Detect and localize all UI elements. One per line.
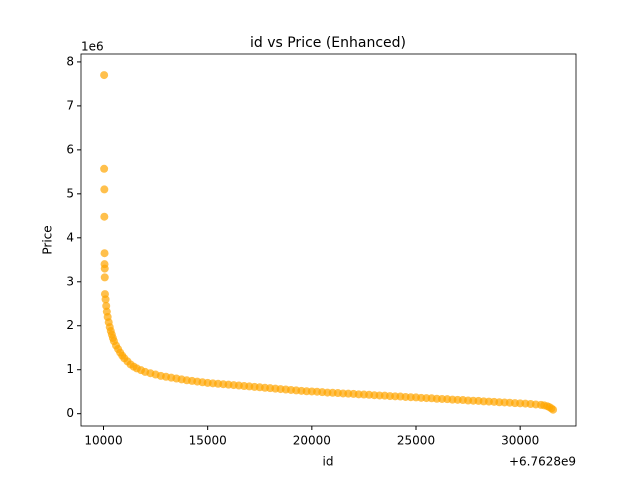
y-tick-label: 2	[66, 318, 74, 332]
y-tick-label: 4	[66, 230, 74, 244]
chart-title: id vs Price (Enhanced)	[250, 35, 406, 51]
point	[100, 264, 109, 273]
y-offset-text: 1e6	[81, 40, 104, 54]
y-tick-label: 5	[66, 186, 74, 200]
y-tick-label: 6	[66, 142, 74, 156]
y-axis-label: Price	[41, 225, 55, 254]
x-tick-label: 20000	[293, 434, 331, 448]
x-offset-text: +6.7628e9	[509, 455, 576, 469]
point	[101, 295, 110, 304]
point	[100, 249, 109, 258]
y-tick-label: 1	[66, 362, 74, 376]
point	[100, 185, 109, 194]
point	[100, 71, 109, 80]
plot-frame	[80, 53, 577, 427]
y-tick-label: 7	[66, 98, 74, 112]
y-tick-label: 0	[66, 406, 74, 420]
point	[549, 405, 558, 414]
x-axis-label: id	[323, 455, 334, 469]
point	[100, 273, 109, 282]
x-tick-label: 25000	[397, 434, 435, 448]
x-tick-label: 10000	[84, 434, 122, 448]
point	[100, 212, 109, 221]
point	[100, 164, 109, 173]
x-tick-label: 30000	[501, 434, 539, 448]
x-tick-label: 15000	[189, 434, 227, 448]
y-tick-label: 8	[66, 54, 74, 68]
y-tick-label: 3	[66, 274, 74, 288]
